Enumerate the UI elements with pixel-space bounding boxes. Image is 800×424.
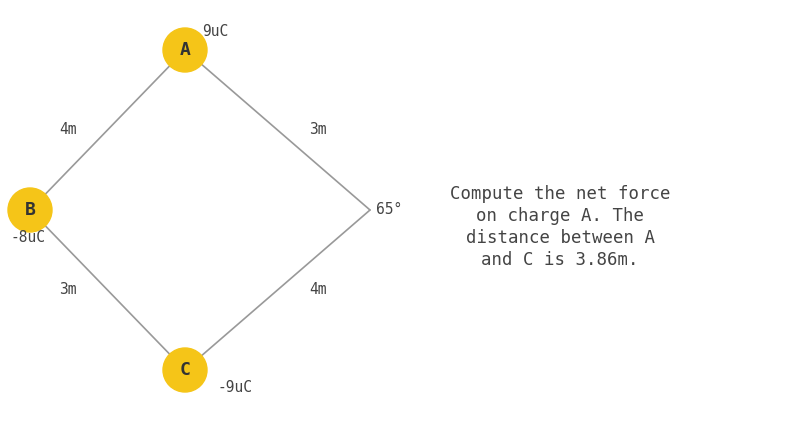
Circle shape — [163, 28, 207, 72]
Text: distance between A: distance between A — [466, 229, 654, 247]
Text: -9uC: -9uC — [218, 380, 253, 396]
Text: C: C — [179, 361, 190, 379]
Text: 4m: 4m — [58, 123, 76, 137]
Text: on charge A. The: on charge A. The — [476, 207, 644, 225]
Text: 4m: 4m — [309, 282, 326, 298]
Text: B: B — [25, 201, 35, 219]
Text: Compute the net force: Compute the net force — [450, 185, 670, 203]
Text: -8uC: -8uC — [10, 231, 46, 245]
Text: and C is 3.86m.: and C is 3.86m. — [482, 251, 638, 269]
Text: 9uC: 9uC — [202, 25, 228, 39]
Circle shape — [163, 348, 207, 392]
Text: 3m: 3m — [309, 123, 326, 137]
Circle shape — [8, 188, 52, 232]
Text: 65°: 65° — [376, 203, 402, 218]
Text: A: A — [179, 41, 190, 59]
Text: 3m: 3m — [58, 282, 76, 298]
